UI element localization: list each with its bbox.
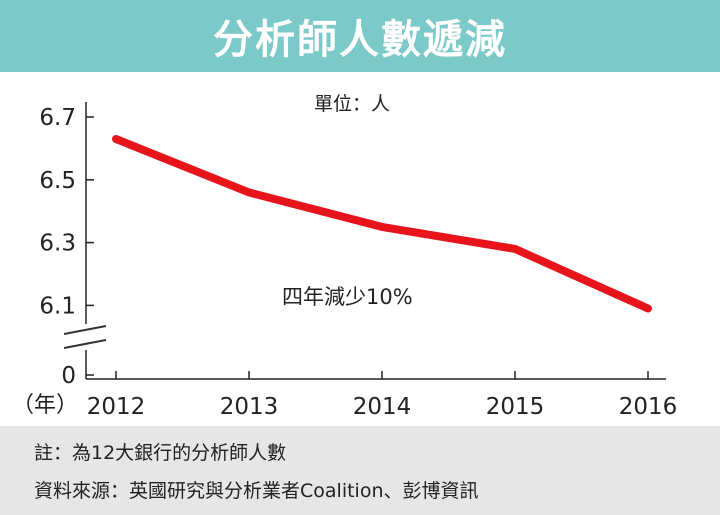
series [112,135,652,313]
y-tick-label: 6.1 [39,293,76,319]
x-unit-label: （年） [12,393,78,418]
data-point [248,191,250,193]
data-point [647,308,649,309]
series-line [112,135,652,313]
y-tick-label: 6.5 [39,168,76,194]
chart-title: 分析師人數遞減 [213,17,507,63]
data-point [115,138,117,140]
x-tick-label: 2016 [619,394,678,420]
annotation: 四年減少10% [282,285,413,309]
y-ticks: 6.7 6.5 6.3 6.1 0 [39,105,94,389]
y-tick-label: 6.7 [39,105,76,131]
x-ticks: 2012 2013 2014 2015 2016 [87,371,678,420]
y-tick-label: 0 [61,363,76,389]
x-tick-label: 2014 [353,394,412,420]
x-tick-label: 2012 [87,394,146,420]
x-tick-label: 2013 [220,394,279,420]
data-point [381,226,383,228]
y-tick-label: 6.3 [39,231,76,257]
axis-break-marks [60,324,110,350]
title-bar: 分析師人數遞減 [0,0,720,72]
footer-source: 資料來源：英國研究與分析業者Coalition、彭博資訊 [34,480,479,502]
footer-note: 註：為12大銀行的分析師人數 [34,442,287,464]
footer: 註：為12大銀行的分析師人數 資料來源：英國研究與分析業者Coalition、彭… [0,426,720,515]
unit-label: 單位：人 [314,93,390,115]
line-chart: 單位：人 （年） 四年減少10% 6.76.56.36.10 2012 2013 2… [12,93,678,420]
data-point [514,248,516,250]
x-tick-label: 2015 [486,394,545,420]
